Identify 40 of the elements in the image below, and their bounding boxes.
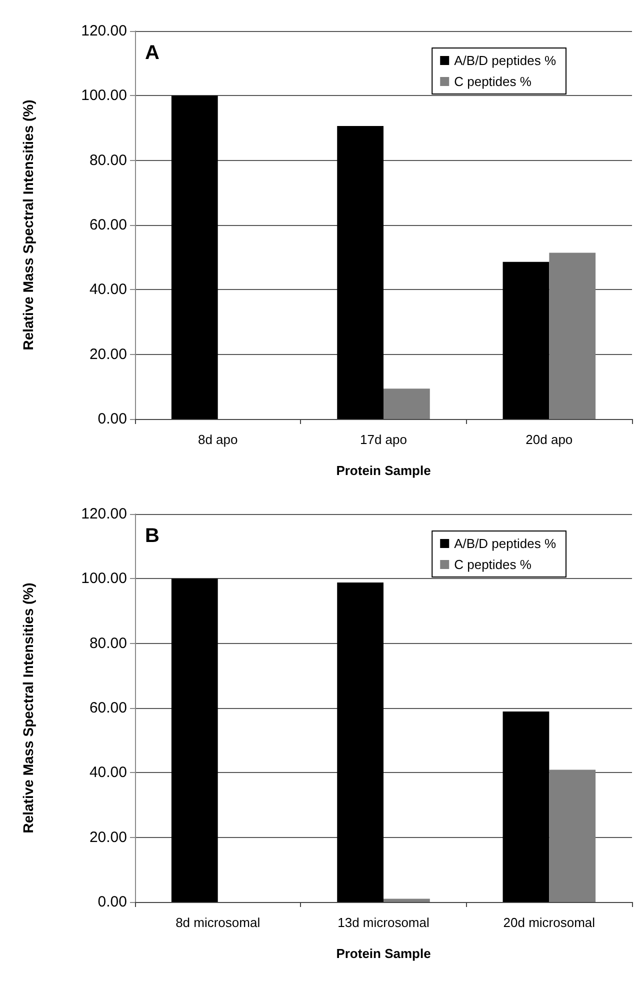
bar — [549, 252, 596, 419]
bar — [337, 126, 384, 419]
y-tick-label: 100.00 — [81, 87, 127, 104]
bar — [549, 770, 596, 902]
y-tick-label: 60.00 — [89, 700, 127, 716]
text: A — [145, 42, 160, 64]
legend-label: A/B/D peptides % — [454, 536, 556, 551]
legend-label: C peptides % — [454, 74, 532, 89]
y-tick-label: 20.00 — [89, 346, 127, 363]
legend-label: C peptides % — [454, 557, 532, 572]
x-tick-label: 17d apo — [360, 432, 407, 447]
y-tick-label: 120.00 — [81, 506, 127, 522]
y-tick-label: 40.00 — [89, 764, 127, 782]
legend-label: A/B/D peptides % — [454, 53, 556, 68]
x-tick-label: 13d microsomal — [338, 915, 430, 930]
y-tick-label: 0.00 — [98, 410, 127, 428]
y-tick-label: 0.00 — [98, 894, 127, 910]
bar — [384, 898, 430, 902]
bar — [502, 712, 550, 902]
x-tick-label: 8d apo — [198, 432, 238, 447]
bar — [171, 578, 218, 902]
x-tick-label: 20d apo — [526, 432, 573, 447]
y-tick-label: 60.00 — [89, 216, 127, 234]
y-tick-label: 100.00 — [81, 570, 127, 588]
x-tick-label: 8d microsomal — [176, 915, 260, 930]
y-tick-label: 80.00 — [89, 152, 127, 169]
bar — [502, 262, 550, 419]
y-tick-label: 80.00 — [89, 634, 127, 652]
y-tick-label: 120.00 — [81, 22, 127, 40]
y-tick-label: 40.00 — [89, 281, 127, 298]
bar — [171, 96, 218, 419]
text: B — [145, 525, 160, 547]
x-tick-label: 20d microsomal — [503, 915, 596, 930]
bar — [384, 388, 430, 419]
x-axis-title: Protein Sample — [336, 946, 431, 961]
y-tick-label: 20.00 — [89, 828, 127, 846]
x-axis-title: Protein Sample — [336, 463, 431, 478]
y-axis-title: Relative Mass Spectral Intensities (%) — [20, 582, 36, 834]
y-axis-title: Relative Mass Spectral Intensities (%) — [20, 100, 36, 350]
bar — [337, 582, 384, 902]
